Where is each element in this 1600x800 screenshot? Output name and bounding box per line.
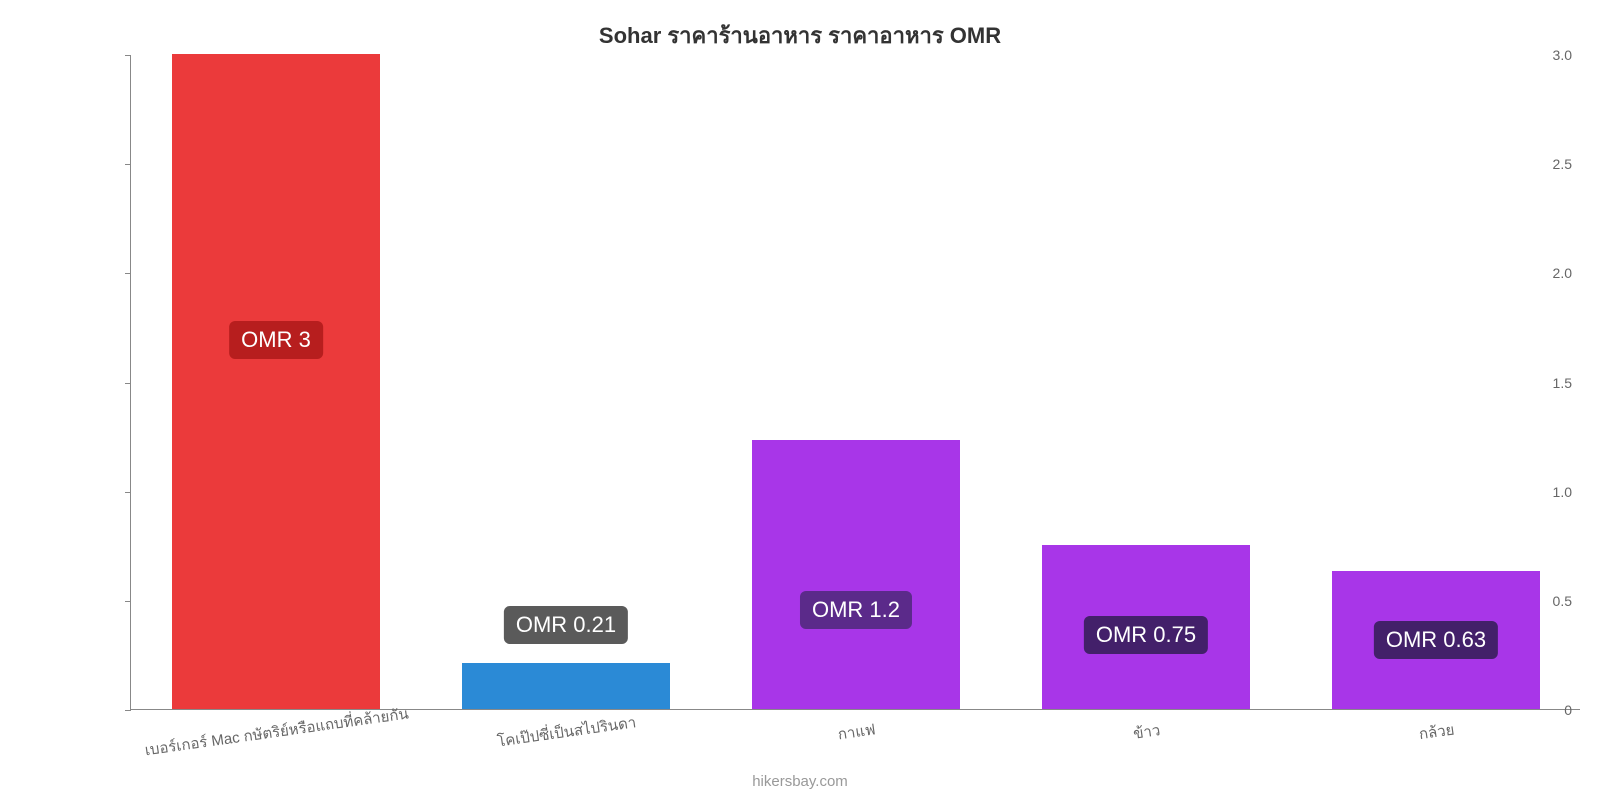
xtick-label: โคเป๊ปซี่เป็นสไปรินดา (496, 710, 638, 753)
ytick-label: 0.5 (1553, 593, 1572, 609)
ytick-mark (125, 601, 131, 602)
ytick-mark (125, 710, 131, 711)
ytick-label: 1.5 (1553, 375, 1572, 391)
ytick-mark (125, 55, 131, 56)
ytick-label: 0 (1564, 702, 1572, 718)
chart-title: Sohar ราคาร้านอาหาร ราคาอาหาร OMR (0, 18, 1600, 53)
ytick-label: 2.5 (1553, 156, 1572, 172)
ytick-mark (125, 492, 131, 493)
ytick-mark (125, 383, 131, 384)
bar (172, 54, 381, 709)
plot-area: 00.51.01.52.02.53.0 OMR 3OMR 0.21OMR 1.2… (130, 55, 1580, 710)
chart-container: Sohar ราคาร้านอาหาร ราคาอาหาร OMR 0 0.5 1.… (0, 0, 1600, 800)
credit-text: hikersbay.com (0, 773, 1600, 790)
bar-value-label: OMR 3 (229, 321, 323, 359)
bar-value-label: OMR 0.75 (1084, 616, 1208, 654)
bar-value-label: OMR 0.63 (1374, 621, 1498, 659)
xtick-label: กล้วย (1417, 718, 1455, 747)
ytick-mark (125, 164, 131, 165)
bar-value-label: OMR 0.21 (504, 606, 628, 644)
ytick-label: 1.0 (1553, 484, 1572, 500)
ytick-label: 3.0 (1553, 47, 1572, 63)
xtick-label: ข้าว (1132, 718, 1162, 746)
ytick-mark (125, 273, 131, 274)
bar-value-label: OMR 1.2 (800, 591, 912, 629)
bar (752, 440, 961, 709)
ytick-label: 2.0 (1553, 265, 1572, 281)
bar (462, 663, 671, 709)
xtick-label: กาแฟ (836, 717, 877, 746)
xtick-label: เบอร์เกอร์ Mac กษัตริย์หรือแถบที่คล้ายกั… (143, 701, 410, 762)
